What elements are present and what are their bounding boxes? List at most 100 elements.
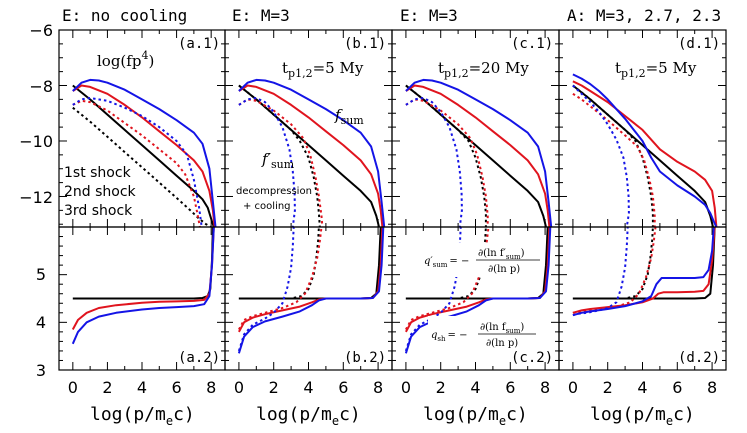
panel-id-c2: (c.2) <box>511 350 553 366</box>
xlabel-c-end: c) <box>506 404 528 425</box>
series-layer <box>71 73 718 354</box>
series-line-c2-shock2-dotted <box>405 227 490 330</box>
series-line-d2-shock2-dotted <box>572 227 657 314</box>
ytick-top-1: −8 <box>29 77 53 96</box>
annot-log-fp4-base: log(fp <box>97 52 141 70</box>
series-line-d1-shock1-dotted <box>572 84 654 227</box>
series-line-b1-shock3-dotted <box>238 97 296 227</box>
formula-q-sh-num-end: ) <box>520 322 524 333</box>
panel-id-c1: (c.1) <box>511 36 553 52</box>
xlabel-b-sub: e <box>332 414 339 428</box>
annot-log-fp4: log(fp4) <box>97 49 154 70</box>
xtick-label-c-4: 8 <box>540 378 550 397</box>
series-line-b1-shock1-dotted <box>238 84 321 227</box>
formula-q-sh-bg <box>428 316 540 350</box>
formula-q-prime-num-main: ∂(ln f′ <box>478 248 507 259</box>
series-line-b1-shock1-solid <box>238 84 380 227</box>
panel-title-d: A: M=3, 2.7, 2.3 <box>567 6 721 25</box>
xlabel-b: log(p/mec) <box>256 404 361 428</box>
panel-id-d2: (d.2) <box>678 350 720 366</box>
panel-id-a1: (a.1) <box>178 36 220 52</box>
series-line-d1-shock2-dotted <box>572 92 656 227</box>
series-line-b1-shock3-solid <box>238 78 386 227</box>
formula-q-prime-sum: q′sum = − ∂(ln f′sum) ∂(ln p) <box>420 243 542 277</box>
xtick-label-b-4: 8 <box>373 378 383 397</box>
formula-q-sh-q: q <box>431 330 437 341</box>
ytick-bottom-2: 3 <box>36 361 46 380</box>
xtick-label-d-0: 0 <box>568 378 578 397</box>
annot-log-fp4-end: ) <box>148 52 154 70</box>
xlabel-c-main: log(p/m <box>423 404 499 425</box>
formula-q-sh-num-sub: sum <box>506 327 521 335</box>
formula-q-prime-den: ∂(ln p) <box>488 264 520 275</box>
formula-q-prime-num: ∂(ln f′sum) <box>478 248 525 261</box>
series-line-a2-shock1-solid <box>72 227 214 300</box>
xlabel-a-end: c) <box>173 404 195 425</box>
series-line-a1-shock2-solid <box>72 84 216 227</box>
formula-q-sh-sub: sh <box>437 335 446 343</box>
xtick-label-a-3: 6 <box>171 378 181 397</box>
series-line-d1-shock3-solid <box>572 73 718 227</box>
formula-q-prime-lhs: q′sum = − <box>424 256 469 269</box>
time-label-c-value: =20 My <box>469 59 530 77</box>
xtick-label-d-2: 4 <box>637 378 647 397</box>
time-label-c-sub: p1,2 <box>444 67 469 80</box>
xtick-label-a-4: 8 <box>206 378 216 397</box>
fsum-prime-label-f: f′ <box>261 150 272 168</box>
time-label-c-t: t <box>438 59 444 77</box>
xtick-label-d-1: 2 <box>603 378 613 397</box>
formula-q-prime-eq: = − <box>449 256 469 267</box>
series-line-a2-shock3-solid <box>71 227 215 345</box>
formula-q-sh-num-main: ∂(ln f <box>480 322 507 333</box>
time-label-b: tp1,2=5 My <box>282 59 364 80</box>
ytick-top-0: −6 <box>29 21 53 40</box>
panel-title-c: E: M=3 <box>400 6 458 25</box>
series-line-a1-shock1-dotted <box>72 106 212 227</box>
left-tick-labels: −6 −8 −10 −12 5 4 3 <box>19 21 53 380</box>
xtick-label-b-2: 4 <box>303 378 313 397</box>
cooling-label: + cooling <box>243 201 291 212</box>
ytick-bottom-1: 4 <box>36 313 46 332</box>
fsum-label-sub: sum <box>341 114 365 127</box>
panel-series-a1 <box>72 78 217 227</box>
xlabel-b-main: log(p/m <box>256 404 332 425</box>
decompression-label: decompression <box>236 186 312 197</box>
time-label-b-value: =5 My <box>313 59 364 77</box>
xlabel-d-end: c) <box>673 404 695 425</box>
formula-q-prime-sub: sum <box>433 261 448 269</box>
series-line-b2-shock1-solid <box>238 227 382 300</box>
time-label-c: tp1,2=20 My <box>438 59 529 80</box>
xtick-label-b-1: 2 <box>269 378 279 397</box>
series-line-d1-shock2-solid <box>572 80 718 227</box>
formula-q-sh-num: ∂(ln fsum) <box>480 322 524 335</box>
xtick-label-c-2: 4 <box>470 378 480 397</box>
series-line-d2-shock1-dotted <box>572 227 654 300</box>
xlabel-c-sub: e <box>499 414 506 428</box>
panel-series-b1 <box>238 78 386 227</box>
panel-series-d2 <box>572 227 716 317</box>
series-line-c2-shock3-solid <box>404 227 552 354</box>
axis-ticks <box>59 29 726 371</box>
xtick-label-c-1: 2 <box>436 378 446 397</box>
series-line-a1-shock3-solid <box>72 78 217 227</box>
time-label-d-t: t <box>615 59 621 77</box>
series-line-c1-shock3-dotted <box>405 97 463 227</box>
time-label-d: tp1,2=5 My <box>615 59 697 80</box>
series-line-c1-shock1-dotted <box>405 84 487 227</box>
series-line-d2-shock3-dotted <box>572 227 629 317</box>
xlabel-c: log(p/mec) <box>423 404 528 428</box>
fsum-label-f: f <box>334 106 343 124</box>
series-line-d1-shock3-dotted <box>572 84 630 227</box>
time-label-d-sub: p1,2 <box>621 67 646 80</box>
ytick-top-2: −10 <box>19 132 53 151</box>
series-line-d2-shock1-solid <box>572 227 716 300</box>
panel-frame-d2 <box>558 226 727 371</box>
annot-log-fp4-sup: 4 <box>141 49 148 62</box>
xtick-label-a-0: 0 <box>68 378 78 397</box>
xlabel-d-sub: e <box>666 414 673 428</box>
legend-1st-shock: 1st shock <box>64 165 132 181</box>
panel-frames <box>58 29 727 371</box>
panel-series-b2 <box>237 227 385 354</box>
series-line-a2-shock2-solid <box>71 227 215 330</box>
